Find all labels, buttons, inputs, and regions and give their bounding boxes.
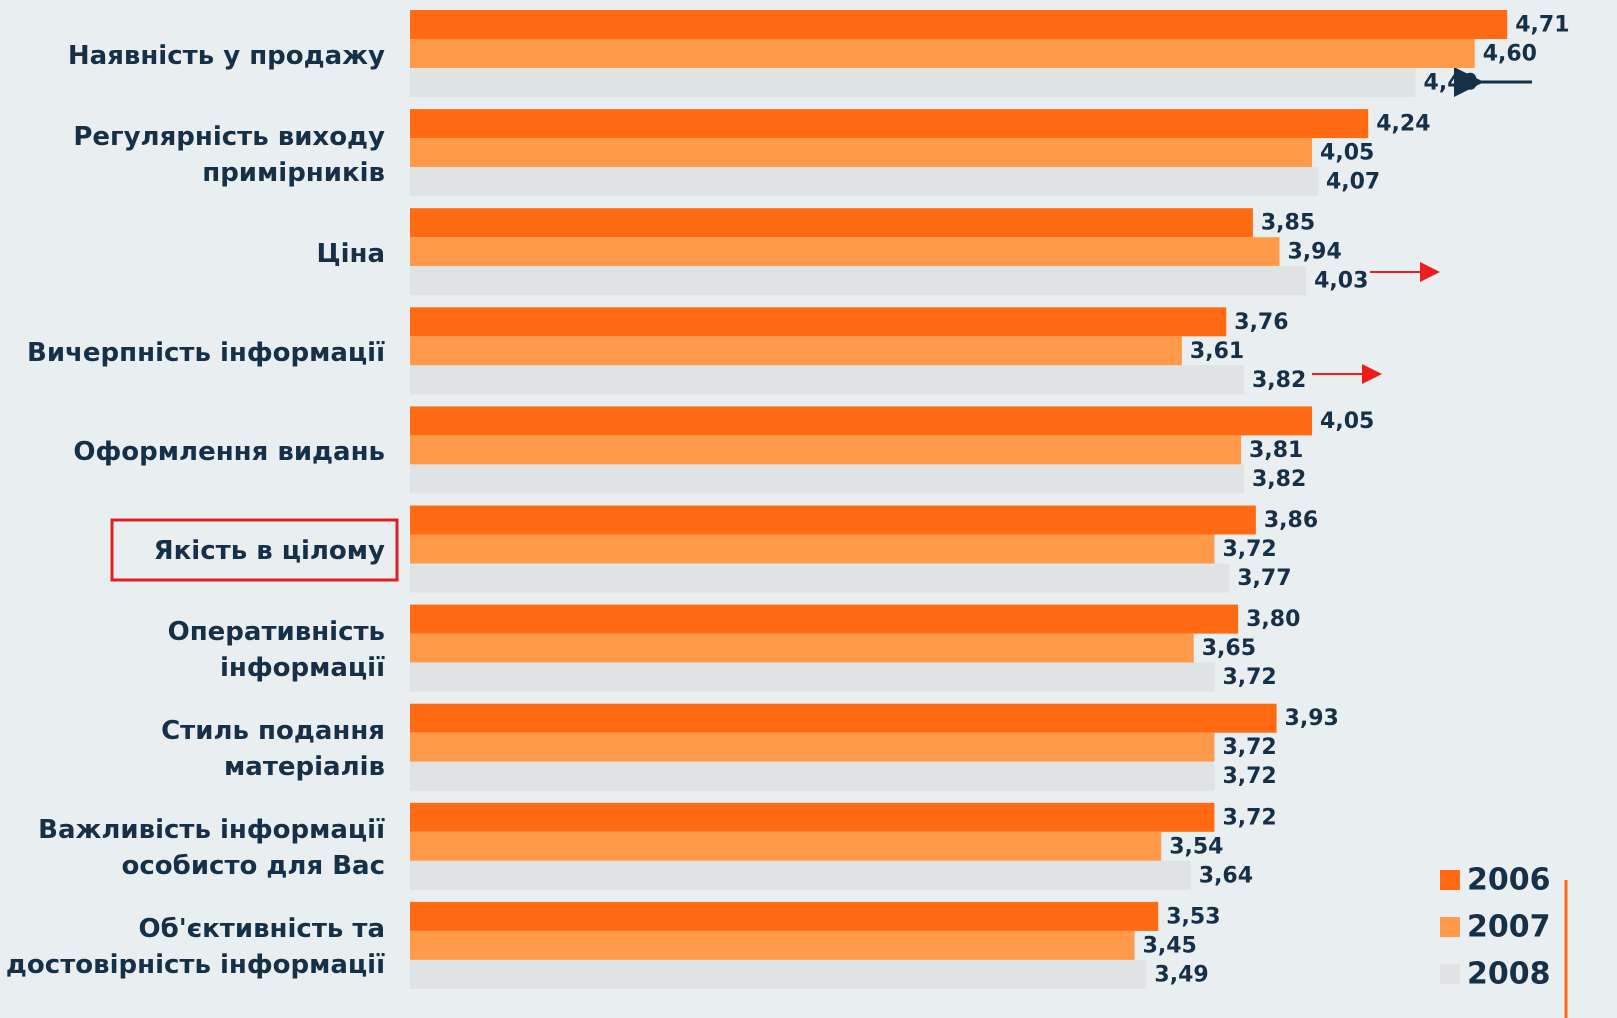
- value-label: 3,72: [1222, 735, 1276, 760]
- category-label: Важливість інформації особисто для Вас: [38, 815, 385, 882]
- value-label: 3,76: [1234, 310, 1288, 335]
- value-label: 3,65: [1202, 636, 1256, 661]
- bar: [410, 633, 1194, 663]
- legend-label: 2008: [1467, 957, 1551, 992]
- value-label: 3,72: [1222, 537, 1276, 562]
- bar: [410, 167, 1318, 197]
- bar: [410, 901, 1159, 931]
- value-label: 3,93: [1285, 706, 1339, 731]
- bar: [410, 732, 1215, 762]
- bar: [410, 336, 1182, 366]
- bar: [410, 365, 1245, 395]
- bar: [410, 307, 1227, 337]
- value-label: 3,72: [1222, 764, 1276, 789]
- legend-label: 2006: [1467, 863, 1551, 898]
- bar: [410, 109, 1369, 139]
- category-label: Вичерпність інформації: [27, 337, 385, 368]
- value-label: 3,64: [1199, 863, 1253, 888]
- value-label: 3,61: [1190, 339, 1244, 364]
- value-label: 3,94: [1288, 240, 1342, 265]
- category-label: Якість в цілому: [153, 536, 385, 566]
- bar: [410, 761, 1215, 791]
- value-label: 3,86: [1264, 508, 1318, 533]
- bar: [410, 39, 1475, 68]
- value-label: 3,82: [1252, 467, 1306, 492]
- value-label: 4,60: [1483, 42, 1537, 67]
- bar: [410, 435, 1242, 465]
- value-label: 4,07: [1326, 170, 1380, 195]
- bar: [410, 505, 1256, 535]
- category-label: Об'єктивність та достовірність інформаці…: [5, 914, 385, 981]
- value-label: 4,40: [1424, 71, 1478, 96]
- bar: [410, 208, 1253, 238]
- value-label: 3,72: [1222, 805, 1276, 830]
- bar: [410, 563, 1230, 593]
- bar: [410, 703, 1277, 733]
- bar: [410, 860, 1191, 890]
- legend-swatch: [1440, 917, 1460, 937]
- bar: [410, 10, 1508, 39]
- value-label: 3,85: [1261, 211, 1315, 236]
- value-label: 4,03: [1314, 269, 1368, 294]
- category-label: Оперативність інформації: [167, 617, 385, 684]
- value-label: 4,05: [1320, 141, 1374, 166]
- category-label: Наявність у продажу: [67, 40, 385, 71]
- value-label: 4,71: [1515, 13, 1569, 38]
- bar: [410, 662, 1215, 692]
- bar: [410, 930, 1135, 960]
- legend-swatch: [1440, 870, 1460, 890]
- category-label: Регулярність виходу примірників: [73, 121, 385, 188]
- bar: [410, 266, 1307, 296]
- value-label: 3,80: [1246, 607, 1300, 632]
- bar: [410, 237, 1280, 267]
- bar: [410, 959, 1147, 989]
- value-label: 3,45: [1143, 933, 1197, 958]
- highlight-box: [110, 518, 399, 582]
- value-label: 3,81: [1249, 438, 1303, 463]
- value-label: 4,05: [1320, 409, 1374, 434]
- category-label: Стиль подання матеріалів: [161, 716, 385, 783]
- bar: [410, 831, 1162, 861]
- value-label: 4,24: [1376, 112, 1430, 137]
- value-label: 3,53: [1166, 904, 1220, 929]
- bar: [410, 604, 1239, 634]
- bar: [410, 464, 1245, 494]
- bar: [410, 802, 1215, 832]
- value-label: 3,54: [1169, 834, 1223, 859]
- value-label: 3,82: [1252, 368, 1306, 393]
- legend-swatch: [1440, 964, 1460, 984]
- value-label: 3,72: [1222, 665, 1276, 690]
- category-label: Ціна: [316, 238, 385, 269]
- bar: [410, 138, 1313, 168]
- bar: [410, 406, 1313, 436]
- legend-label: 2007: [1467, 910, 1551, 945]
- bar: [410, 68, 1416, 97]
- bar: [410, 534, 1215, 564]
- value-label: 3,49: [1154, 962, 1208, 987]
- category-label: Оформлення видань: [73, 436, 385, 467]
- value-label: 3,77: [1237, 566, 1291, 591]
